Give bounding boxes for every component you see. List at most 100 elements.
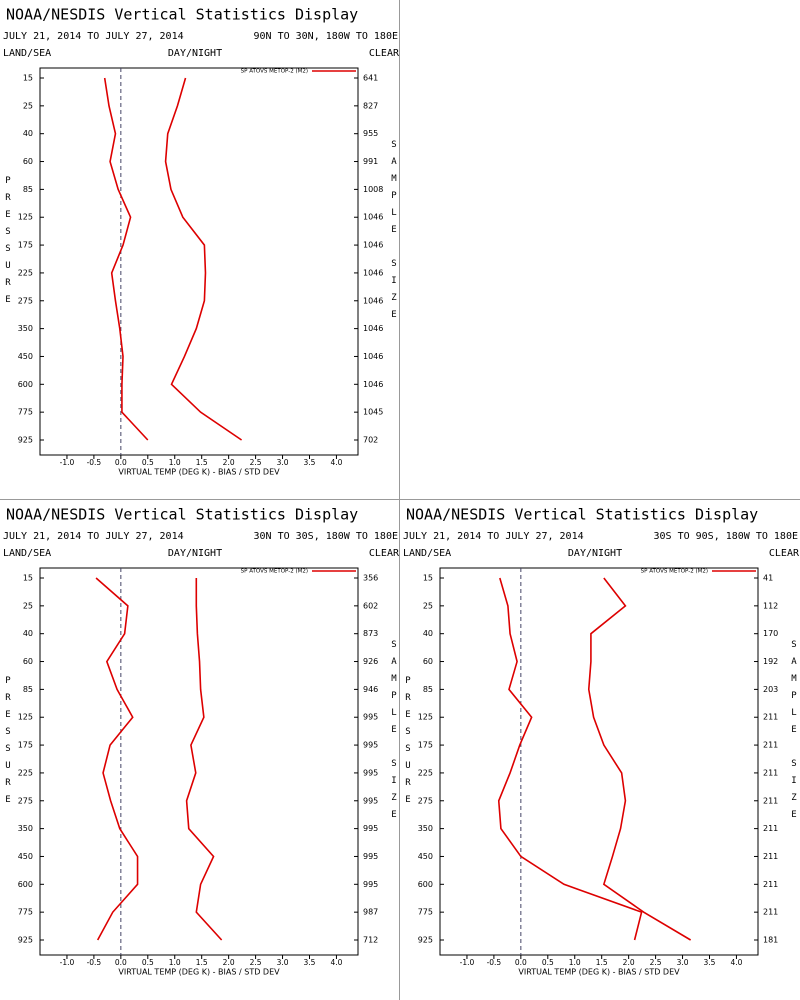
- sample-size: 211: [763, 908, 778, 917]
- pressure-label: 350: [418, 824, 433, 833]
- x-tick-label: 0.0: [115, 958, 127, 967]
- x-tick-label: 1.5: [196, 958, 208, 967]
- y2-axis-label: SAMPLE SIZE: [789, 640, 799, 827]
- sample-size: 995: [363, 713, 378, 722]
- y2-axis-label: SAMPLE SIZE: [389, 640, 399, 827]
- pressure-label: 600: [18, 880, 33, 889]
- region: 30N TO 30S, 180W TO 180E: [254, 531, 399, 542]
- pressure-label: 25: [423, 601, 433, 610]
- sample-size: 926: [363, 657, 378, 666]
- sample-size: 995: [363, 824, 378, 833]
- pressure-label: 350: [18, 324, 33, 333]
- profile-line: [103, 77, 149, 441]
- sample-size: 995: [363, 741, 378, 750]
- land-sea: LAND/SEA: [3, 548, 51, 559]
- y-axis-label: PRESSURE: [403, 676, 413, 812]
- plot-frame: [439, 567, 759, 956]
- land-sea: LAND/SEA: [3, 48, 51, 59]
- divider: [0, 499, 800, 500]
- x-tick-label: 4.0: [330, 958, 342, 967]
- x-tick-label: 1.0: [169, 458, 181, 467]
- pressure-label: 85: [23, 185, 33, 194]
- pressure-label: 925: [18, 936, 33, 945]
- pressure-label: 175: [18, 741, 33, 750]
- sample-size: 1046: [363, 380, 383, 389]
- x-tick-label: -1.0: [60, 958, 75, 967]
- pressure-label: 125: [18, 213, 33, 222]
- pressure-label: 40: [423, 629, 433, 638]
- y2-axis-label: SAMPLE SIZE: [389, 140, 399, 327]
- y-axis-label: PRESSURE: [3, 176, 13, 312]
- x-tick-label: -0.5: [87, 458, 102, 467]
- sample-size: 955: [363, 129, 378, 138]
- sample-size: 1046: [363, 352, 383, 361]
- x-tick-label: -1.0: [60, 458, 75, 467]
- x-tick-label: 0.5: [142, 958, 154, 967]
- pressure-label: 225: [18, 268, 33, 277]
- sample-size: 995: [363, 768, 378, 777]
- x-tick-label: 0.5: [142, 458, 154, 467]
- panel: NOAA/NESDIS Vertical Statistics Display J…: [0, 500, 400, 1000]
- legend-label: SP ATOVS METOP-2 (M2): [241, 69, 308, 75]
- chart-title: NOAA/NESDIS Vertical Statistics Display: [406, 506, 758, 524]
- x-tick-label: 0.0: [515, 958, 527, 967]
- pressure-label: 60: [23, 157, 33, 166]
- sample-size: 170: [763, 629, 778, 638]
- pressure-label: 25: [23, 601, 33, 610]
- x-tick-label: -0.5: [87, 958, 102, 967]
- pressure-label: 775: [418, 908, 433, 917]
- pressure-label: 60: [423, 657, 433, 666]
- sample-size: 356: [363, 574, 378, 583]
- x-tick-label: -1.0: [460, 958, 475, 967]
- sample-size: 203: [763, 685, 778, 694]
- x-tick-label: 3.0: [277, 958, 289, 967]
- pressure-label: 600: [18, 380, 33, 389]
- day-night: DAY/NIGHT: [168, 48, 222, 59]
- x-axis-label: VIRTUAL TEMP (DEG K) - BIAS / STD DEV: [118, 468, 280, 477]
- sample-size: 41: [763, 574, 773, 583]
- sample-size: 995: [363, 880, 378, 889]
- sample-size: 211: [763, 824, 778, 833]
- sample-size: 641: [363, 74, 378, 83]
- profile-line: [185, 578, 223, 941]
- pressure-label: 450: [418, 852, 433, 861]
- sample-size: 995: [363, 796, 378, 805]
- pressure-label: 775: [18, 408, 33, 417]
- sample-size: 1046: [363, 296, 383, 305]
- y-axis-label: PRESSURE: [3, 676, 13, 812]
- sample-size: 211: [763, 768, 778, 777]
- sample-size: 192: [763, 657, 778, 666]
- sample-size: 1008: [363, 185, 383, 194]
- sample-size: 1046: [363, 324, 383, 333]
- sample-size: 1046: [363, 213, 383, 222]
- pressure-label: 350: [18, 824, 33, 833]
- x-tick-label: 0.0: [115, 458, 127, 467]
- sample-size: 211: [763, 880, 778, 889]
- region: 90N TO 30N, 180W TO 180E: [254, 31, 399, 42]
- pressure-label: 125: [18, 713, 33, 722]
- pressure-label: 85: [423, 685, 433, 694]
- sample-size: 1046: [363, 241, 383, 250]
- plot-frame: [39, 67, 359, 456]
- pressure-label: 275: [418, 796, 433, 805]
- x-tick-label: 3.5: [304, 958, 316, 967]
- sample-size: 211: [763, 741, 778, 750]
- sample-size: 112: [763, 601, 778, 610]
- x-tick-label: 4.0: [730, 958, 742, 967]
- clear: CLEAR: [369, 548, 400, 559]
- x-axis-label: VIRTUAL TEMP (DEG K) - BIAS / STD DEV: [118, 968, 280, 977]
- pressure-label: 275: [18, 296, 33, 305]
- chart: NOAA/NESDIS Vertical Statistics Display J…: [3, 506, 400, 977]
- pressure-label: 175: [18, 241, 33, 250]
- pressure-label: 600: [418, 880, 433, 889]
- profile-line: [164, 77, 243, 441]
- day-night: DAY/NIGHT: [168, 548, 222, 559]
- panel: NOAA/NESDIS Vertical Statistics Display J…: [0, 0, 400, 500]
- x-tick-label: 1.0: [169, 958, 181, 967]
- sample-size: 995: [363, 852, 378, 861]
- sample-size: 211: [763, 852, 778, 861]
- legend-label: SP ATOVS METOP-2 (M2): [641, 569, 708, 575]
- x-tick-label: 1.0: [569, 958, 581, 967]
- x-tick-label: 2.5: [250, 958, 262, 967]
